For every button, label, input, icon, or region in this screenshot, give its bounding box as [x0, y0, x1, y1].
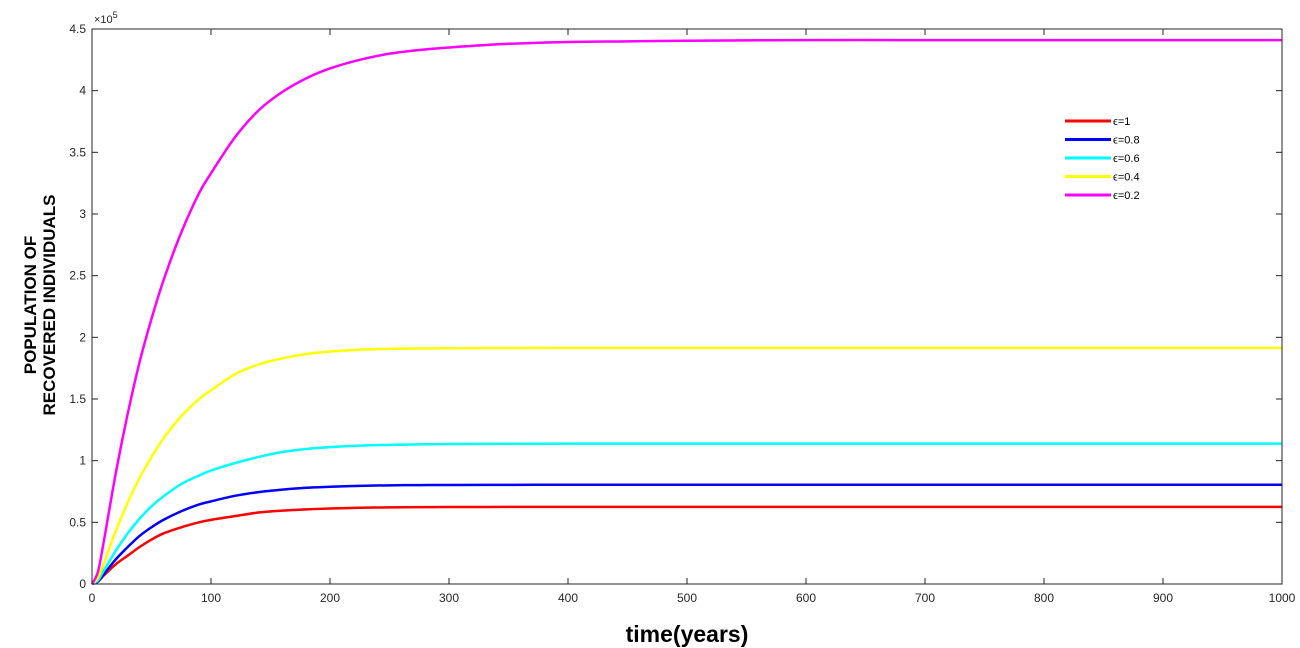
- legend-label: ϵ=0.8: [1113, 135, 1140, 147]
- x-tick-label: 200: [320, 591, 340, 605]
- y-tick-label: 4.5: [69, 22, 86, 36]
- y-tick-label: 1: [79, 454, 86, 468]
- y-tick-label: 2: [79, 330, 86, 344]
- y-exponent-label: ×105: [94, 10, 118, 26]
- legend-label: ϵ=1: [1113, 116, 1130, 128]
- x-tick-label: 900: [1153, 591, 1173, 605]
- series-line-3: [91, 442, 1282, 586]
- y-tick-label: 0: [79, 577, 86, 591]
- legend: ϵ=1 ϵ=0.8 ϵ=0.6 ϵ=0.4 ϵ=0.2: [1065, 116, 1140, 202]
- x-tick-label: 300: [439, 591, 459, 605]
- x-tick-label: 100: [201, 591, 221, 605]
- y-tick-label: 3.5: [69, 145, 86, 159]
- series-line-1: [91, 505, 1282, 586]
- x-tick-label: 600: [796, 591, 816, 605]
- x-tick-label: 1000: [1269, 591, 1296, 605]
- plot-area: [92, 29, 1282, 584]
- y-tick-label: 3: [79, 207, 86, 221]
- x-tick-label: 500: [677, 591, 697, 605]
- series-line-2: [91, 483, 1282, 586]
- y-axis-title-line-1: POPULATION OF: [21, 236, 40, 375]
- x-tick-label: 0: [89, 591, 96, 605]
- series-line-5: [90, 38, 1282, 585]
- legend-label: ϵ=0.6: [1113, 153, 1140, 165]
- series-layer: [90, 38, 1282, 586]
- x-tick-label: 800: [1034, 591, 1054, 605]
- y-tick-label: 0.5: [69, 515, 86, 529]
- x-axis-title: time(years): [626, 621, 749, 647]
- x-tick-label: 400: [558, 591, 578, 605]
- y-axis-title: POPULATION OF RECOVERED INDIVIDUALS: [21, 194, 59, 415]
- series-line-4: [91, 346, 1282, 585]
- y-tick-label: 2.5: [69, 269, 86, 283]
- tick-layer: 0 100 200 300 400 500 600 700 800 900 1000 0 0.5 1 1.5…: [69, 22, 1295, 605]
- y-tick-label: 4: [79, 84, 86, 98]
- legend-label: ϵ=0.2: [1113, 190, 1140, 202]
- x-tick-label: 700: [915, 591, 935, 605]
- legend-label: ϵ=0.4: [1113, 172, 1140, 184]
- y-tick-label: 1.5: [69, 392, 86, 406]
- y-axis-title-line-2: RECOVERED INDIVIDUALS: [40, 194, 59, 415]
